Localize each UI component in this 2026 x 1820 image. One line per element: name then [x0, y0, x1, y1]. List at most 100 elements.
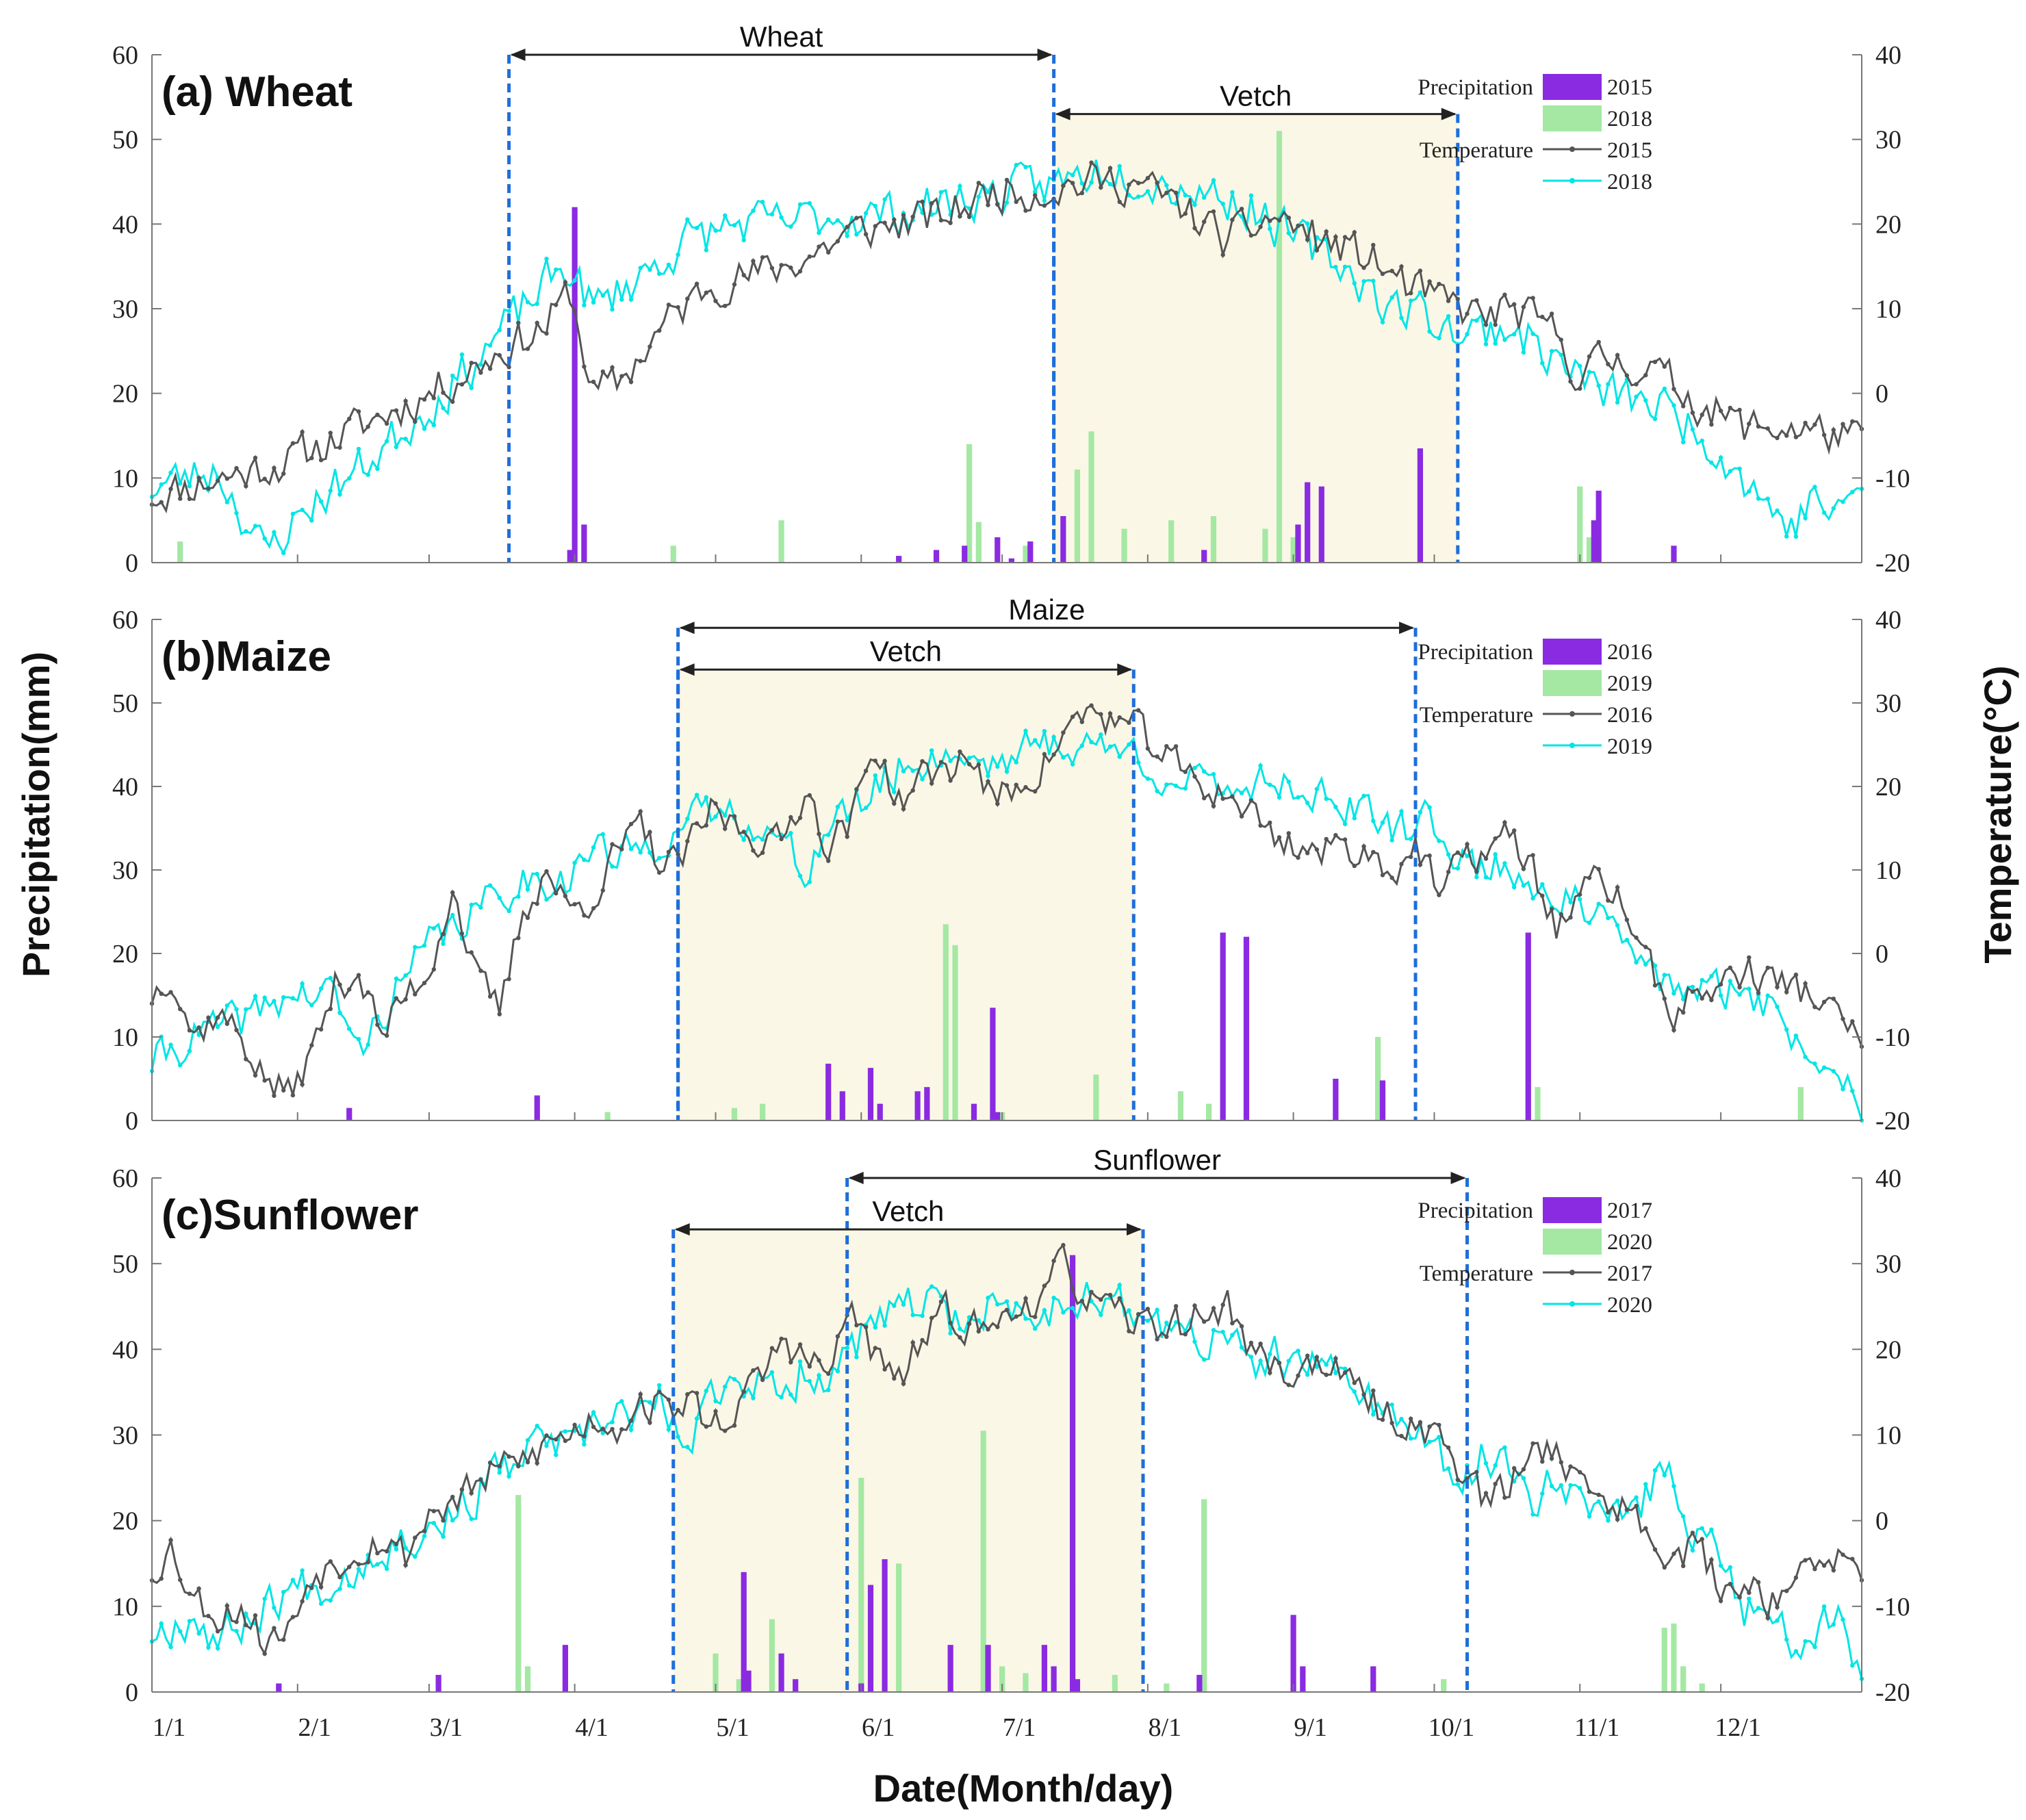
temperature-point [1023, 784, 1028, 790]
temperature-point [1099, 185, 1103, 190]
temperature-point [1728, 405, 1732, 411]
temperature-point [1089, 180, 1094, 185]
period-arrowhead-left [510, 49, 526, 61]
temperature-point [1371, 1412, 1376, 1417]
temperature-point [450, 1518, 455, 1523]
period-arrowhead-left [674, 1223, 690, 1236]
legend-year: 2015 [1607, 75, 1652, 100]
temperature-point [572, 1422, 577, 1427]
temperature-point [1023, 164, 1028, 170]
temperature-point [1155, 754, 1159, 759]
temperature-point [422, 981, 427, 986]
temperature-point [1418, 810, 1423, 815]
temperature-point [1634, 1504, 1639, 1509]
temperature-point [253, 524, 258, 528]
temperature-point [253, 1613, 258, 1618]
temperature-point [1051, 1296, 1056, 1300]
temperature-point [1821, 999, 1827, 1005]
temperature-point [1342, 1370, 1348, 1375]
temperature-point [948, 778, 953, 783]
temperature-point [1737, 992, 1742, 997]
temperature-point [1164, 190, 1169, 195]
precip-bar-2019 [1205, 1103, 1212, 1120]
temperature-point [1409, 291, 1413, 296]
precip-bar-2019 [731, 1107, 738, 1120]
y-tick-label-right: 30 [1875, 689, 1901, 718]
temperature-point [1155, 1337, 1159, 1342]
temperature-point [394, 1547, 399, 1552]
temperature-point [1502, 1445, 1507, 1450]
temperature-point [187, 1619, 192, 1624]
precip-bar-2017 [1069, 1255, 1076, 1692]
precip-bar-2017 [745, 1670, 752, 1692]
temperature-point [938, 760, 944, 765]
temperature-point [497, 1012, 502, 1016]
temperature-point [1483, 875, 1489, 880]
temperature-point [1765, 993, 1770, 998]
temperature-point [1681, 997, 1686, 1001]
period-label: Vetch [870, 635, 942, 667]
legend-category: Temperature [1420, 1261, 1533, 1286]
temperature-point [1455, 296, 1460, 301]
precip-bar-2015 [1295, 524, 1301, 563]
temperature-point [1258, 225, 1263, 229]
temperature-point [854, 232, 859, 237]
temperature-point [910, 1312, 915, 1318]
temperature-point [225, 1003, 229, 1008]
temperature-point [797, 1342, 803, 1347]
temperature-point [1314, 786, 1320, 792]
temperature-point [1145, 189, 1151, 194]
temperature-point [600, 832, 605, 837]
temperature-point [760, 1377, 765, 1383]
temperature-point [1099, 732, 1103, 737]
precip-bar-2017 [276, 1683, 282, 1692]
temperature-point [966, 756, 972, 760]
temperature-point [506, 977, 511, 982]
temperature-point [1070, 762, 1075, 767]
temperature-point [1493, 1463, 1498, 1468]
temperature-point [1192, 202, 1197, 207]
y-tick-label-right: 20 [1875, 1335, 1901, 1364]
temperature-point [1305, 1353, 1310, 1359]
temperature-point [1455, 866, 1460, 871]
temperature-point [215, 478, 220, 483]
x-tick-label: 8/1 [1149, 1713, 1182, 1742]
temperature-point [854, 1322, 859, 1328]
temperature-point [1333, 833, 1338, 838]
temperature-point [1220, 1329, 1225, 1335]
temperature-point [958, 214, 962, 219]
temperature-point [1145, 776, 1151, 781]
temperature-point [1296, 1373, 1300, 1379]
legend: Precipitation 2017 2020 Temperature 2017 2020 [1418, 1197, 1652, 1318]
temperature-point [1747, 1596, 1752, 1601]
temperature-point [1568, 915, 1573, 920]
precip-bar-2018 [1121, 528, 1127, 563]
precip-bar-2015 [1305, 482, 1311, 563]
temperature-point [1061, 755, 1066, 760]
temperature-point [253, 994, 258, 999]
temperature-point [835, 218, 841, 223]
temperature-point [1371, 1388, 1376, 1393]
temperature-point [516, 1463, 521, 1469]
temperature-point [234, 511, 239, 515]
temperature-point [159, 1622, 164, 1626]
temperature-point [487, 343, 493, 348]
temperature-point [1305, 238, 1310, 242]
temperature-point [1220, 201, 1225, 206]
temperature-point [1268, 227, 1272, 231]
temperature-point [1277, 218, 1282, 223]
temperature-markers-2016 [149, 703, 1864, 1099]
temperature-point [187, 484, 192, 489]
temperature-point [1747, 489, 1752, 494]
precip-bar-2018 [670, 546, 676, 563]
temperature-point [863, 211, 869, 216]
precip-bar-2019 [1375, 1037, 1381, 1120]
temperature-point [403, 973, 408, 978]
temperature-point [262, 1651, 267, 1656]
temperature-point [628, 379, 634, 385]
temperature-point [751, 1368, 756, 1373]
temperature-point [845, 233, 849, 238]
y-tick-label-right: -10 [1875, 1023, 1910, 1052]
temperature-point [1164, 744, 1169, 749]
period-label: Vetch [872, 1195, 944, 1227]
